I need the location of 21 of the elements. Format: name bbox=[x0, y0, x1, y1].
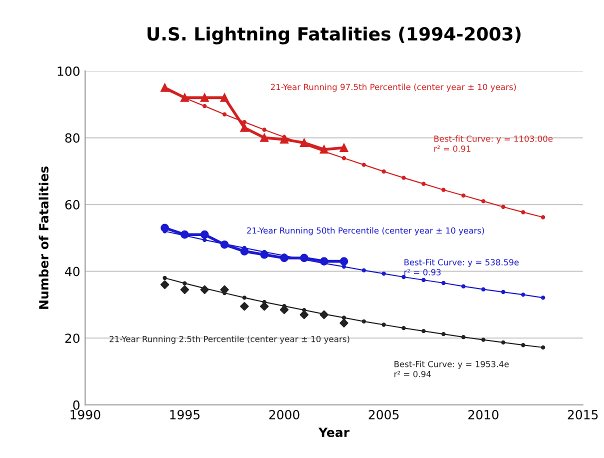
x-tick-label: 2005 bbox=[368, 410, 399, 420]
y-tick-label: 60 bbox=[65, 200, 80, 210]
x-tick-label: 2000 bbox=[269, 410, 300, 420]
x-axis-title: Year bbox=[318, 428, 350, 438]
annotation: 21-Year Running 50th Percentile (center year ± 10 years) bbox=[247, 227, 484, 236]
y-tick-label: 0 bbox=[73, 400, 80, 410]
x-tick-label: 2010 bbox=[468, 410, 498, 420]
y-tick-label: 40 bbox=[65, 266, 80, 276]
x-tick-label: 1990 bbox=[70, 410, 100, 420]
annotation: Best-Fit Curve: y = 1953.4e r² = 0.94 bbox=[394, 360, 509, 378]
y-axis-title: Number of Fatalities bbox=[38, 166, 48, 309]
y-tick-label: 80 bbox=[65, 133, 80, 143]
x-tick-label: 1995 bbox=[170, 410, 200, 420]
annotation: Best-fit Curve: y = 1103.00e r² = 0.91 bbox=[434, 135, 553, 152]
annotation: Best-Fit Curve: y = 538.59e r² = 0.93 bbox=[404, 258, 519, 276]
chart-title: U.S. Lightning Fatalities (1994-2003) bbox=[148, 26, 521, 44]
y-tick-label: 100 bbox=[58, 66, 80, 76]
x-tick-label: 2015 bbox=[568, 410, 598, 420]
annotation: 21-Year Running 97.5th Percentile (center year ± 10 years) bbox=[270, 84, 516, 92]
annotation: 21-Year Running 2.5th Percentile (center year ± 10 years) bbox=[110, 336, 350, 344]
y-tick-label: 20 bbox=[65, 334, 80, 344]
